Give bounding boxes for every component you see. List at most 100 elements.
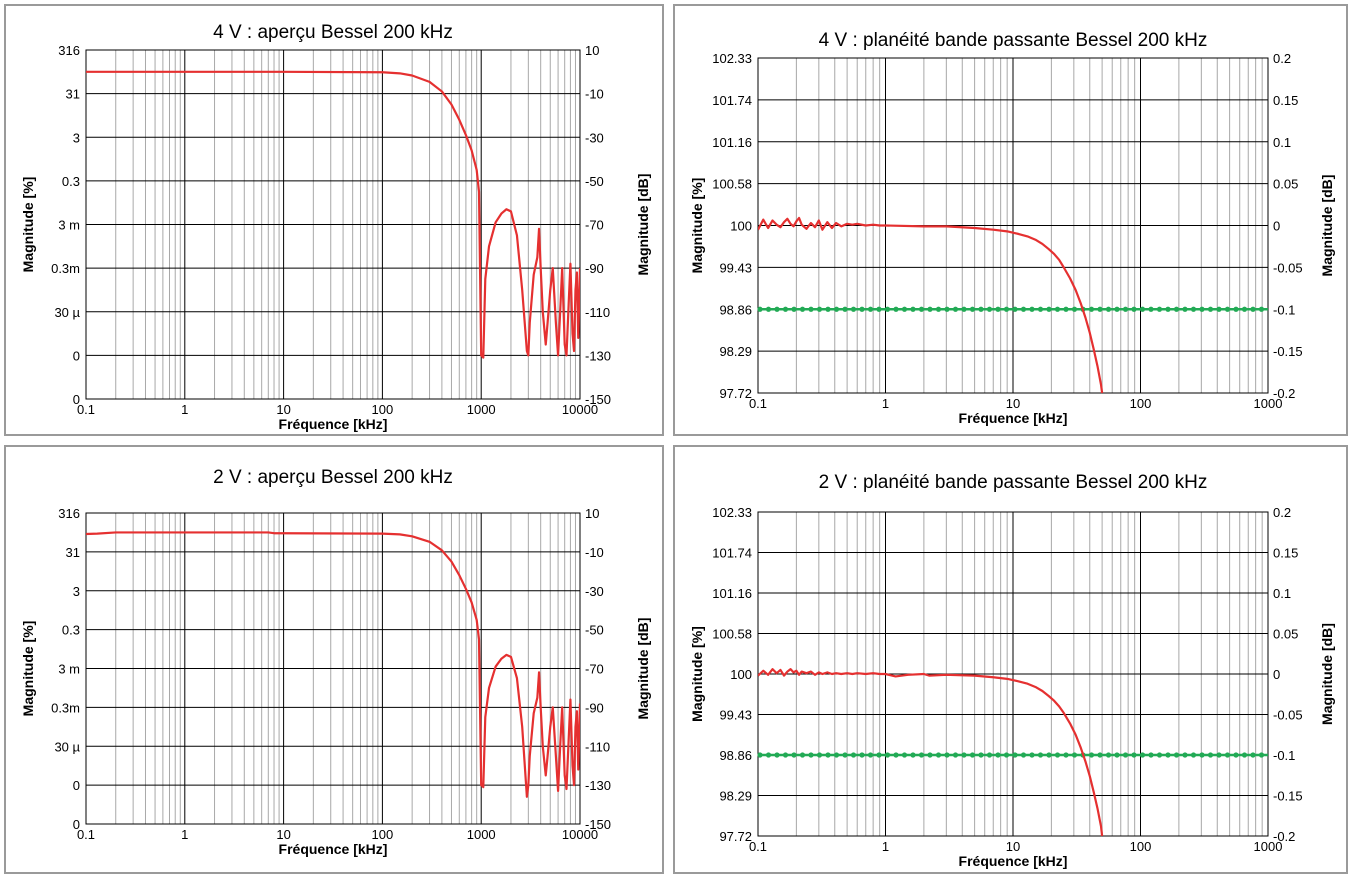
y-tick-label-left: 101.74 xyxy=(712,546,752,561)
x-tick-label: 100 xyxy=(1130,396,1152,411)
limit-line-marker xyxy=(1054,752,1061,758)
limit-line-marker xyxy=(1088,752,1095,758)
y-tick-label-left: 30 µ xyxy=(54,739,80,754)
chart-panel-4v-flatness: 0.1 1 10 100 1000 102.33 0.2 101.74 0.15 101.16 0.… xyxy=(673,4,1348,436)
limit-line-marker xyxy=(1037,306,1044,312)
limit-line-marker xyxy=(1173,306,1180,312)
limit-line-marker xyxy=(884,752,891,758)
y-tick-label-right: 0 xyxy=(1273,667,1280,682)
limit-line-marker xyxy=(893,752,899,758)
limit-line-marker xyxy=(1046,752,1052,758)
limit-line-marker xyxy=(978,306,984,312)
chart-panel-2v-flatness: 0.1 1 10 100 1000 102.33 0.2 101.74 0.15 101.16 0.… xyxy=(673,445,1348,874)
limit-line-marker xyxy=(1097,752,1103,758)
limit-line-marker xyxy=(952,752,959,758)
y-tick-label-left: 31 xyxy=(66,87,80,102)
limit-line-marker xyxy=(1156,306,1163,312)
limit-line-marker xyxy=(1241,306,1248,312)
limit-line-marker xyxy=(1088,306,1095,312)
x-axis-label: Fréquence [kHz] xyxy=(279,841,388,857)
chart-title: 2 V : planéité bande passante Bessel 200… xyxy=(819,472,1208,493)
limit-line-marker xyxy=(978,752,984,758)
y-axis-label-right: Magnitude [dB] xyxy=(635,174,651,276)
y-axis-label-left: Magnitude [%] xyxy=(20,621,36,717)
y-tick-label-right: -0.1 xyxy=(1273,302,1295,317)
x-tick-label: 0.1 xyxy=(77,827,95,842)
y-tick-label-left: 98.86 xyxy=(719,748,752,763)
x-tick-label: 10 xyxy=(1006,839,1020,854)
y-tick-label-left: 316 xyxy=(58,506,80,521)
limit-line-marker xyxy=(1165,752,1171,758)
limit-line-marker xyxy=(876,752,882,758)
y-tick-label-left: 0 xyxy=(73,392,80,407)
limit-line-marker xyxy=(1165,306,1171,312)
limit-line-marker xyxy=(782,752,789,758)
limit-line-marker xyxy=(1182,752,1188,758)
limit-line-marker xyxy=(799,752,806,758)
limit-line-marker xyxy=(816,752,823,758)
limit-line-marker xyxy=(1037,752,1044,758)
y-tick-label-left: 102.33 xyxy=(712,51,752,66)
limit-line-marker xyxy=(833,752,840,758)
limit-line-marker xyxy=(1233,306,1239,312)
x-tick-label: 1000 xyxy=(1254,839,1283,854)
limit-line-marker xyxy=(1233,752,1239,758)
y-tick-label-left: 98.86 xyxy=(719,302,752,317)
limit-line-marker xyxy=(867,752,874,758)
limit-line-marker xyxy=(1241,752,1248,758)
data-series-line xyxy=(758,216,1104,394)
y-tick-label-right: -150 xyxy=(585,817,611,832)
limit-line-marker xyxy=(850,752,857,758)
limit-line-marker xyxy=(1148,752,1154,758)
chart-panel-4v-overview: 0.1 1 10 100 1000 10000 316 10 31 -10 3 -30 0.3 -50 3 … xyxy=(4,4,664,436)
limit-line-marker xyxy=(1139,752,1146,758)
limit-line-marker xyxy=(833,306,840,312)
y-tick-label-left: 101.16 xyxy=(712,135,752,150)
y-tick-label-right: -50 xyxy=(585,623,604,638)
limit-line-marker xyxy=(842,306,848,312)
x-tick-label: 10000 xyxy=(562,827,598,842)
limit-line-marker xyxy=(935,752,942,758)
y-axis-label-left: Magnitude [%] xyxy=(689,178,705,274)
chart-panel-2v-overview: 0.1 1 10 100 1000 10000 316 10 31 -10 3 -30 0.3 -50 3 … xyxy=(4,445,664,874)
limit-line-marker xyxy=(808,752,814,758)
y-tick-label-left: 31 xyxy=(66,545,80,560)
limit-line-marker xyxy=(1122,306,1129,312)
y-tick-label-left: 97.72 xyxy=(719,829,752,844)
limit-line-marker xyxy=(918,752,925,758)
x-tick-label: 1 xyxy=(181,827,188,842)
y-tick-label-left: 3 xyxy=(73,130,80,145)
y-tick-label-right: -70 xyxy=(585,218,604,233)
y-tick-label-left: 100.58 xyxy=(712,627,752,642)
limit-line-marker xyxy=(901,752,908,758)
y-axis-label-right: Magnitude [dB] xyxy=(635,618,651,720)
limit-line-marker xyxy=(1258,306,1265,312)
limit-line-marker xyxy=(986,752,993,758)
limit-line-marker xyxy=(791,306,797,312)
chart-title: 2 V : aperçu Bessel 200 kHz xyxy=(213,467,453,488)
limit-line-marker xyxy=(884,306,891,312)
limit-line-marker xyxy=(1003,306,1010,312)
y-tick-label-right: -110 xyxy=(585,739,610,754)
y-tick-label-left: 30 µ xyxy=(54,305,80,320)
y-tick-label-left: 0.3m xyxy=(51,700,80,715)
y-tick-label-right: -130 xyxy=(585,778,611,793)
y-tick-label-right: -10 xyxy=(585,87,604,102)
y-tick-label-right: -0.1 xyxy=(1273,748,1295,763)
limit-line-marker xyxy=(1156,752,1163,758)
limit-line-marker xyxy=(1258,752,1265,758)
limit-line-marker xyxy=(825,306,831,312)
limit-line-marker xyxy=(927,752,933,758)
y-tick-label-right: -150 xyxy=(585,392,611,407)
limit-line-marker xyxy=(1190,306,1197,312)
x-axis-label: Fréquence [kHz] xyxy=(959,410,1068,426)
limit-line-marker xyxy=(1114,752,1120,758)
limit-line-marker xyxy=(1131,752,1137,758)
limit-line-marker xyxy=(952,306,959,312)
limit-line-marker xyxy=(757,752,763,758)
limit-line-marker xyxy=(1131,306,1137,312)
limit-line-marker xyxy=(816,306,823,312)
limit-line-marker xyxy=(1190,752,1197,758)
y-axis-label-left: Magnitude [%] xyxy=(689,626,705,722)
